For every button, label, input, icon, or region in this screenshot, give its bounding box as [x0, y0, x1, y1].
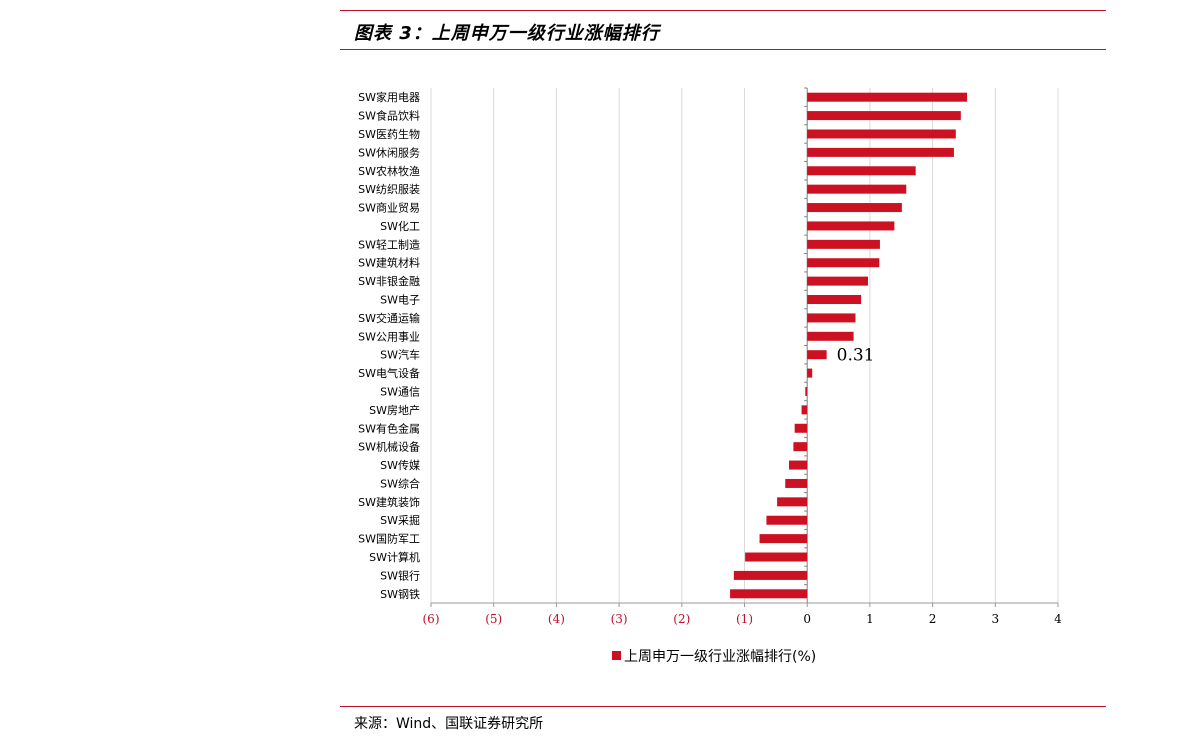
x-tick-label: 2	[929, 612, 937, 626]
title-underline	[340, 49, 1106, 50]
category-label: SW传媒	[380, 459, 420, 472]
category-label: SW轻工制造	[358, 237, 420, 251]
legend-swatch	[612, 651, 621, 660]
category-label: SW食品饮料	[358, 109, 420, 123]
bar	[807, 221, 895, 231]
x-tick-label: (5)	[485, 612, 502, 626]
category-label: SW电气设备	[358, 366, 420, 380]
category-label: SW银行	[380, 568, 420, 582]
footer-rule	[340, 706, 1106, 707]
category-label: SW采掘	[380, 513, 420, 527]
bar	[807, 203, 902, 213]
category-label: SW有色金属	[358, 421, 420, 435]
bar	[805, 386, 808, 396]
bar	[807, 276, 869, 286]
bar	[807, 239, 880, 249]
bar	[807, 295, 862, 305]
x-tick-label: (2)	[673, 612, 690, 626]
category-label: SW医药生物	[358, 127, 420, 141]
category-label: SW交通运输	[358, 311, 420, 325]
category-label: SW非银金融	[358, 274, 420, 288]
bar	[807, 331, 854, 341]
bar	[807, 184, 907, 194]
x-tick-label: (1)	[736, 612, 753, 626]
category-label: SW汽车	[380, 348, 420, 362]
category-label: SW化工	[380, 219, 420, 233]
category-label: SW电子	[380, 294, 420, 307]
category-label: SW机械设备	[358, 440, 420, 454]
bar	[807, 350, 827, 360]
category-label: SW建筑装饰	[358, 495, 420, 509]
bar	[785, 478, 808, 488]
x-tick-label: 4	[1054, 612, 1062, 626]
bar	[745, 552, 808, 562]
bar	[777, 497, 808, 507]
x-tick-label: 3	[991, 612, 999, 626]
category-label: SW计算机	[369, 550, 420, 564]
bar	[789, 460, 808, 470]
figure-title: 图表 3：上周申万一级行业涨幅排行	[354, 23, 660, 44]
category-label: SW钢铁	[380, 588, 420, 601]
category-label: SW商业贸易	[358, 201, 420, 215]
data-label: 0.31	[837, 346, 875, 366]
bar	[807, 166, 916, 176]
bar	[807, 258, 880, 268]
bar	[807, 92, 968, 102]
x-tick-label: (6)	[423, 612, 440, 626]
bar	[794, 423, 808, 433]
category-label: SW家用电器	[358, 90, 420, 104]
bar	[801, 405, 808, 415]
top-rule	[340, 10, 1106, 11]
bar	[807, 147, 954, 157]
bar	[730, 589, 808, 599]
bar	[793, 442, 808, 452]
x-tick-label: 0	[803, 612, 811, 626]
category-label: SW房地产	[369, 403, 420, 417]
source-note: 来源：Wind、国联证券研究所	[354, 716, 544, 732]
bar	[807, 129, 956, 139]
category-label: SW综合	[380, 476, 420, 490]
bar	[733, 570, 808, 580]
bar	[807, 111, 961, 121]
category-label: SW公用事业	[358, 330, 420, 343]
category-label: SW通信	[380, 385, 420, 398]
bar	[759, 534, 808, 544]
category-label: SW国防军工	[358, 532, 420, 546]
category-label: SW休闲服务	[358, 145, 420, 159]
bar	[766, 515, 808, 525]
x-tick-label: (3)	[611, 612, 628, 626]
category-label: SW纺织服装	[358, 182, 420, 196]
x-tick-label: (4)	[548, 612, 565, 626]
legend-label: 上周申万一级行业涨幅排行(%)	[624, 649, 816, 665]
bar	[807, 368, 813, 378]
category-label: SW农林牧渔	[358, 164, 420, 178]
x-tick-label: 1	[866, 612, 874, 626]
bar	[807, 313, 856, 323]
category-label: SW建筑材料	[358, 256, 420, 270]
